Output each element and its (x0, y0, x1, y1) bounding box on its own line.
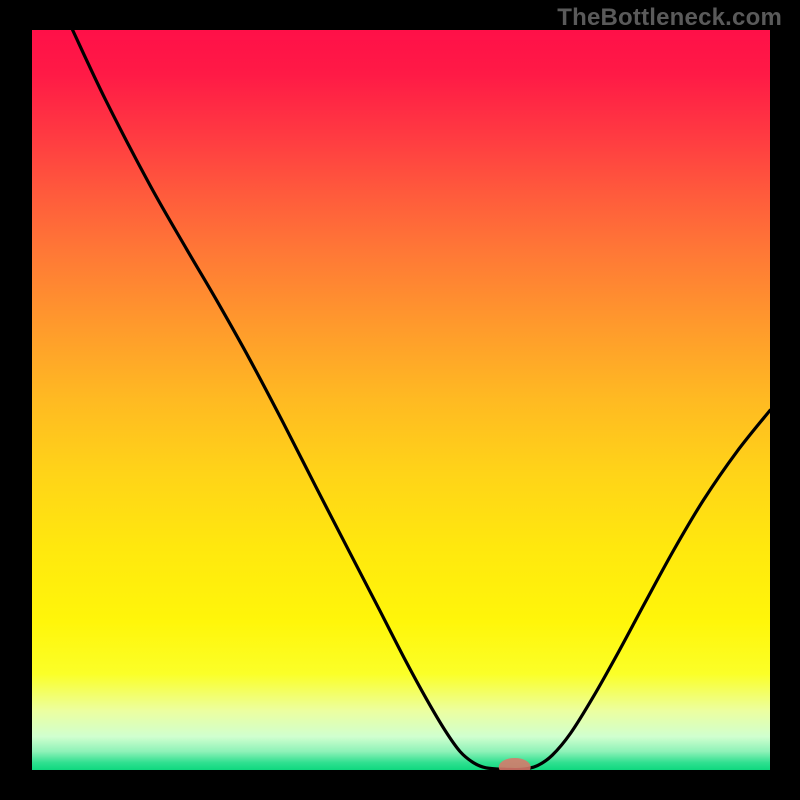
gradient-background (32, 30, 770, 770)
bottleneck-chart (32, 30, 770, 770)
chart-frame: { "canvas": { "width": 800, "height": 80… (0, 0, 800, 800)
watermark-text: TheBottleneck.com (557, 4, 782, 32)
